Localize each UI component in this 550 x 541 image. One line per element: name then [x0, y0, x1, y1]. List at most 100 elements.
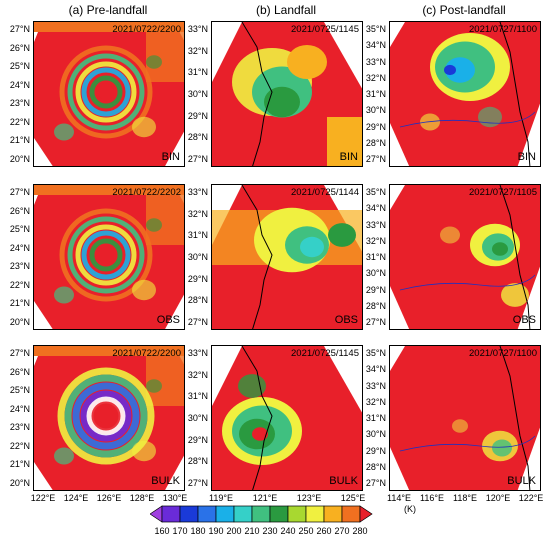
latitude-label: 27°N: [187, 478, 208, 488]
latitude-label: 35°N: [365, 24, 386, 34]
latitude-label: 32°N: [365, 235, 386, 246]
latitude-label: 30°N: [187, 413, 208, 423]
panel-timestamp: 2021/0722/2200: [112, 24, 181, 35]
latitude-label: 29°N: [187, 273, 208, 284]
longitude-label: 116°E: [420, 493, 444, 503]
longitude-label: 119°E: [209, 493, 233, 503]
colorbar-tick-label: 270: [334, 526, 350, 536]
latitude-label: 20°N: [9, 317, 30, 327]
longitude-label: 121°E: [252, 493, 278, 503]
panel-timestamp: 2021/0722/2200: [112, 348, 181, 359]
panel-timestamp: 2021/0725/1145: [291, 24, 359, 35]
latitude-label: 32°N: [187, 45, 208, 56]
latitude-label: 28°N: [365, 300, 386, 311]
latitude-label: 33°N: [365, 56, 386, 67]
latitude-label: 34°N: [365, 364, 386, 375]
latitude-label: 27°N: [9, 24, 30, 34]
colorbar-unit: (K): [404, 504, 416, 514]
column-title: (a) Pre-landfall: [68, 3, 148, 17]
panel-timestamp: 2021/0725/1145: [291, 348, 359, 359]
latitude-label: 23°N: [9, 261, 30, 272]
latitude-label: 20°N: [9, 478, 30, 488]
latitude-label: 33°N: [187, 24, 208, 34]
brightness-temperature-panel: 2021/0725/1145 BIN: [211, 21, 363, 167]
colorbar: [150, 505, 373, 523]
panel-tag: BULK: [151, 475, 180, 487]
longitude-label: 122°E: [30, 493, 56, 503]
panel-timestamp: 2021/0722/2202: [112, 187, 181, 198]
colorbar-tick-label: 280: [352, 526, 368, 536]
panel-tag: BIN: [517, 151, 536, 163]
longitude-label: 124°E: [63, 493, 89, 503]
latitude-label: 35°N: [365, 348, 386, 358]
latitude-label: 33°N: [365, 380, 386, 391]
panel-tag: OBS: [156, 314, 180, 326]
latitude-label: 27°N: [365, 478, 386, 488]
latitude-label: 25°N: [9, 385, 30, 396]
latitude-label: 32°N: [187, 208, 208, 219]
latitude-label: 33°N: [187, 348, 208, 358]
brightness-temperature-panel: 2021/0727/1100 BULK: [389, 345, 541, 491]
longitude-label: 118°E: [453, 493, 477, 503]
brightness-temperature-panel: 2021/0725/1144 OBS: [211, 184, 363, 330]
latitude-label: 28°N: [187, 132, 208, 143]
latitude-label: 21°N: [9, 459, 30, 470]
colorbar-tick-label: 250: [298, 526, 314, 536]
latitude-label: 31°N: [187, 391, 208, 402]
latitude-label: 25°N: [9, 61, 30, 72]
latitude-label: 23°N: [9, 422, 30, 433]
latitude-label: 34°N: [365, 203, 386, 214]
longitude-label: 126°E: [96, 493, 122, 503]
latitude-label: 32°N: [187, 369, 208, 380]
brightness-temperature-panel: 2021/0727/1100 BIN: [389, 21, 541, 167]
latitude-label: 27°N: [9, 187, 30, 197]
panel-tag: OBS: [334, 314, 358, 326]
longitude-label: 130°E: [162, 493, 188, 503]
latitude-label: 32°N: [365, 396, 386, 407]
brightness-temperature-panel: 2021/0722/2200 BIN: [33, 21, 185, 167]
latitude-label: 28°N: [187, 456, 208, 467]
brightness-temperature-panel: 2021/0725/1145 BULK: [211, 345, 363, 491]
column-title: (b) Landfall: [255, 3, 317, 17]
panel-tag: BULK: [507, 475, 536, 487]
latitude-label: 29°N: [365, 445, 386, 456]
latitude-label: 29°N: [365, 121, 386, 132]
latitude-label: 27°N: [365, 317, 386, 327]
latitude-label: 29°N: [187, 110, 208, 121]
panel-timestamp: 2021/0725/1144: [291, 187, 359, 198]
latitude-label: 20°N: [9, 154, 30, 164]
latitude-label: 32°N: [365, 72, 386, 83]
latitude-label: 25°N: [9, 224, 30, 235]
latitude-label: 27°N: [9, 348, 30, 358]
panel-timestamp: 2021/0727/1105: [469, 187, 537, 198]
latitude-label: 31°N: [365, 89, 386, 99]
latitude-label: 30°N: [365, 268, 386, 279]
latitude-label: 22°N: [9, 440, 30, 451]
latitude-label: 28°N: [365, 461, 386, 472]
brightness-temperature-panel: 2021/0722/2200 BULK: [33, 345, 185, 491]
colorbar-tick-label: 160: [154, 526, 170, 536]
latitude-label: 27°N: [187, 154, 208, 164]
latitude-label: 26°N: [9, 366, 30, 377]
panel-tag: BULK: [329, 475, 358, 487]
panel-tag: BIN: [339, 151, 358, 163]
longitude-label: 125°E: [340, 493, 366, 503]
latitude-label: 31°N: [187, 230, 208, 241]
panel-timestamp: 2021/0727/1100: [469, 348, 537, 359]
latitude-label: 28°N: [187, 295, 208, 306]
latitude-label: 35°N: [365, 187, 386, 197]
latitude-label: 22°N: [9, 279, 30, 290]
latitude-label: 30°N: [365, 429, 386, 440]
latitude-label: 23°N: [9, 98, 30, 109]
latitude-label: 31°N: [365, 413, 386, 423]
longitude-label: 120°E: [485, 493, 511, 503]
latitude-label: 29°N: [187, 434, 208, 445]
latitude-label: 33°N: [365, 219, 386, 230]
longitude-label: 122°E: [518, 493, 544, 503]
latitude-label: 21°N: [9, 298, 30, 309]
latitude-label: 30°N: [187, 252, 208, 262]
latitude-label: 29°N: [365, 284, 386, 295]
latitude-label: 26°N: [9, 205, 30, 216]
latitude-label: 26°N: [9, 42, 30, 53]
latitude-label: 24°N: [9, 79, 30, 90]
